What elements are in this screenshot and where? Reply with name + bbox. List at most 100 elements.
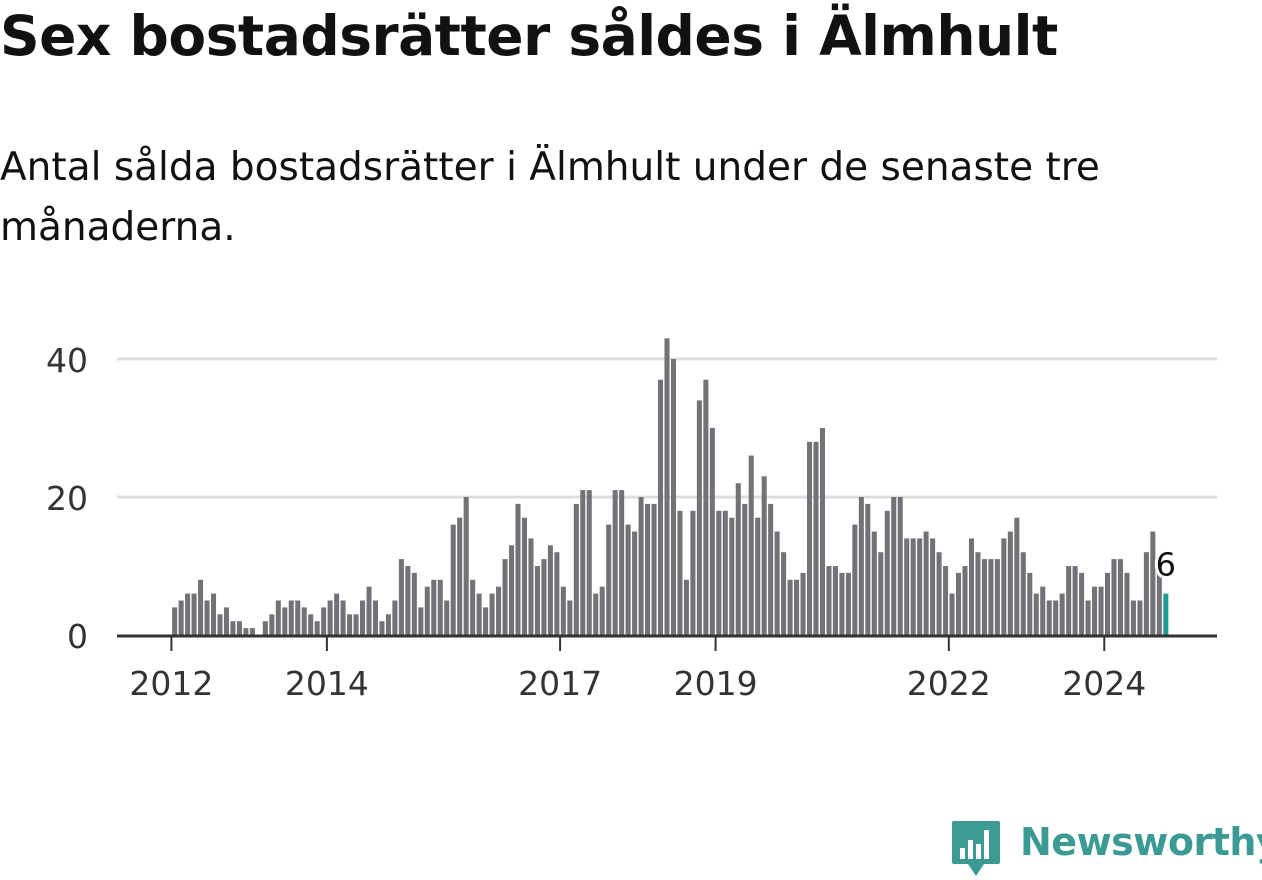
x-tick-label: 2012 xyxy=(129,664,213,703)
bar xyxy=(852,524,858,635)
bar xyxy=(839,572,845,635)
x-tick-label: 2022 xyxy=(907,664,991,703)
bar xyxy=(1001,538,1007,635)
bar xyxy=(580,490,586,635)
bar xyxy=(651,503,657,635)
bar xyxy=(806,441,813,635)
bar xyxy=(703,379,709,635)
annotations: 6 xyxy=(1153,543,1179,587)
bar xyxy=(794,579,800,635)
bar xyxy=(878,552,884,635)
bar xyxy=(198,579,204,635)
bar xyxy=(347,614,353,635)
bar xyxy=(845,572,851,635)
bar xyxy=(1137,600,1143,635)
bar xyxy=(826,566,832,635)
bar xyxy=(1014,517,1020,635)
bar xyxy=(463,497,469,635)
bar xyxy=(457,517,463,635)
bar xyxy=(411,572,417,635)
bar xyxy=(645,503,651,635)
bar xyxy=(321,607,327,635)
bar xyxy=(949,593,955,635)
bar xyxy=(489,593,495,635)
chart-title: Sex bostadsrätter såldes i Älmhult xyxy=(0,4,1058,68)
x-tick-label: 2024 xyxy=(1062,664,1146,703)
bar xyxy=(515,503,521,635)
bar xyxy=(1040,586,1046,635)
bar xyxy=(334,593,340,635)
bar xyxy=(424,586,430,635)
bar xyxy=(1117,559,1123,635)
bar xyxy=(962,566,968,635)
x-tick-label: 2017 xyxy=(518,664,602,703)
x-tick-label: 2019 xyxy=(674,664,758,703)
bar xyxy=(884,510,890,635)
bar xyxy=(748,455,754,635)
bar xyxy=(858,497,864,635)
bar xyxy=(761,476,767,635)
bar xyxy=(534,566,540,635)
y-tick-label: 40 xyxy=(46,341,88,380)
bar xyxy=(1020,552,1026,635)
bar xyxy=(593,593,599,635)
bar xyxy=(638,497,644,635)
bar xyxy=(483,607,489,635)
bar xyxy=(1046,600,1052,635)
bar xyxy=(943,566,949,635)
bar xyxy=(437,579,443,635)
bar xyxy=(690,510,696,635)
bar xyxy=(1098,586,1104,635)
bar xyxy=(781,552,787,635)
bar xyxy=(904,538,910,635)
bar xyxy=(936,552,942,635)
bar xyxy=(444,600,450,635)
bar xyxy=(632,531,638,635)
bar xyxy=(955,572,962,635)
bar xyxy=(217,614,223,635)
bar xyxy=(249,628,255,635)
bar xyxy=(917,538,923,635)
bar xyxy=(230,621,236,635)
newsworthy-logo: Newsworthy xyxy=(950,818,1262,880)
bar xyxy=(223,607,230,635)
bar xyxy=(275,600,281,635)
x-tick-label: 2014 xyxy=(285,664,369,703)
bar xyxy=(502,559,508,635)
bar xyxy=(476,593,482,635)
bar xyxy=(178,600,184,635)
bar xyxy=(988,559,994,635)
bar xyxy=(418,607,424,635)
bar xyxy=(819,428,825,635)
bar xyxy=(923,531,929,635)
bar xyxy=(243,628,249,635)
bar xyxy=(1059,593,1065,635)
bar-chart: 0 20 40 2012 2014 2017 2019 2022 2024 6 xyxy=(46,338,1217,703)
bar xyxy=(554,552,560,635)
bar xyxy=(664,338,670,635)
bar xyxy=(716,510,722,635)
bar xyxy=(450,524,456,635)
bar xyxy=(1007,531,1013,635)
bar xyxy=(742,503,748,635)
bar xyxy=(1156,572,1162,635)
bar xyxy=(813,441,819,635)
bar xyxy=(528,538,534,635)
bar xyxy=(1124,572,1130,635)
x-axis xyxy=(117,634,1217,651)
bar xyxy=(314,621,320,635)
bar xyxy=(360,600,366,635)
bar xyxy=(1079,572,1085,635)
bar xyxy=(1143,552,1149,635)
bar xyxy=(658,379,664,635)
bar xyxy=(366,586,372,635)
bar xyxy=(1111,559,1117,635)
bar xyxy=(897,497,903,635)
bar xyxy=(236,621,242,635)
bar xyxy=(968,538,974,635)
bar xyxy=(677,510,683,635)
bar xyxy=(301,607,307,635)
bar xyxy=(567,600,573,635)
bar xyxy=(405,566,411,635)
bar xyxy=(683,579,689,635)
